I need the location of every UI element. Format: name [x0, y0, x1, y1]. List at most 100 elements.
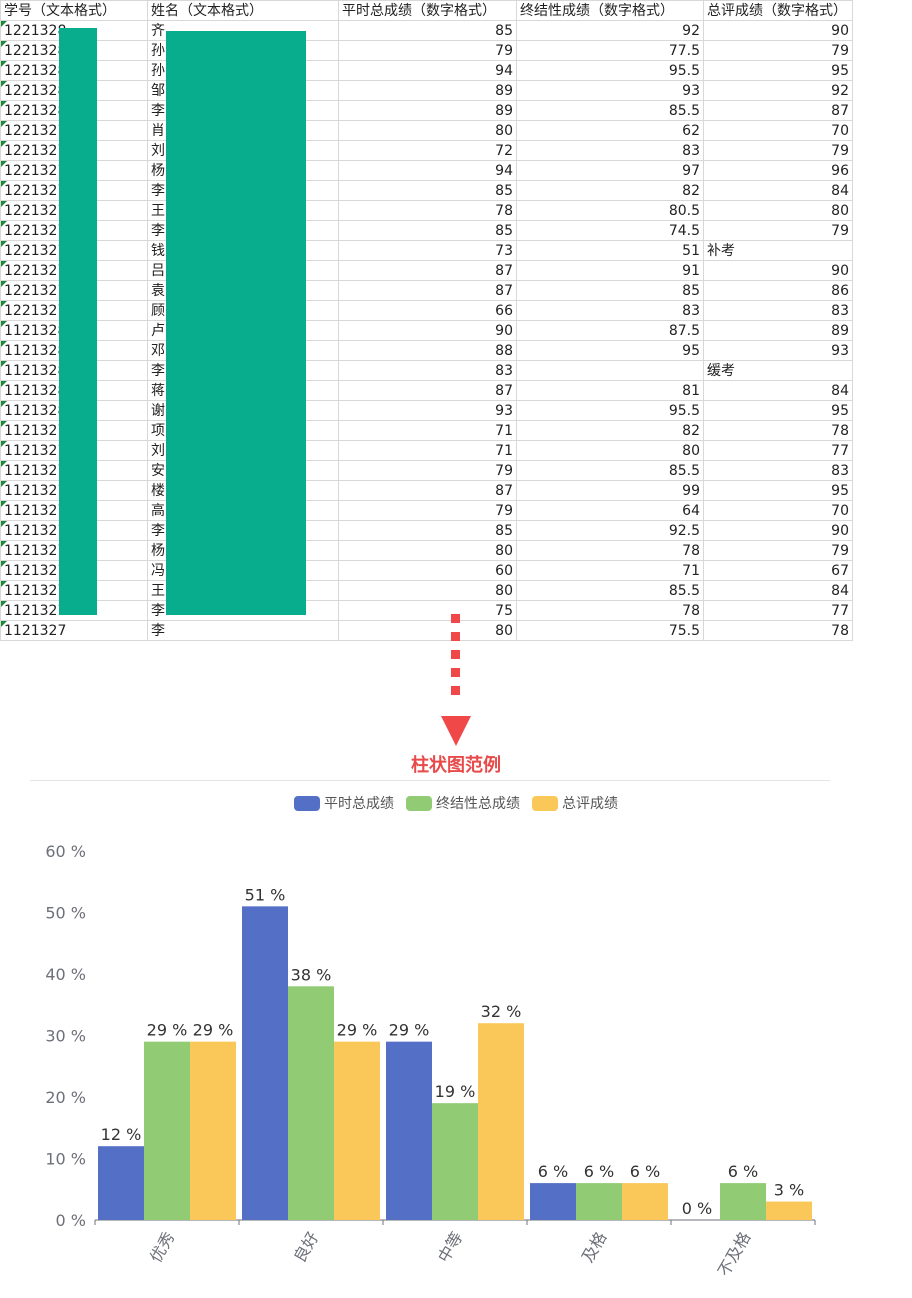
cell-usual-score[interactable]: 87	[338, 480, 517, 501]
cell-final-score[interactable]: 85.5	[516, 580, 704, 601]
cell-total-score[interactable]: 95	[703, 60, 853, 81]
cell-total-score[interactable]: 67	[703, 560, 853, 581]
cell-student-name[interactable]: 李	[147, 620, 339, 641]
cell-final-score[interactable]: 92	[516, 20, 704, 41]
cell-total-score[interactable]: 78	[703, 620, 853, 641]
cell-final-score[interactable]: 92.5	[516, 520, 704, 541]
cell-total-score[interactable]: 79	[703, 220, 853, 241]
header-name[interactable]: 姓名（文本格式）	[147, 0, 339, 21]
cell-total-score[interactable]: 93	[703, 340, 853, 361]
cell-usual-score[interactable]: 87	[338, 260, 517, 281]
cell-total-score[interactable]: 96	[703, 160, 853, 181]
cell-usual-score[interactable]: 85	[338, 220, 517, 241]
cell-total-score[interactable]: 79	[703, 140, 853, 161]
cell-total-score[interactable]: 84	[703, 580, 853, 601]
cell-student-id[interactable]: 1121327	[0, 620, 148, 641]
cell-total-score[interactable]: 87	[703, 100, 853, 121]
cell-usual-score[interactable]: 87	[338, 280, 517, 301]
cell-usual-score[interactable]: 80	[338, 620, 517, 641]
cell-final-score[interactable]: 99	[516, 480, 704, 501]
cell-usual-score[interactable]: 94	[338, 160, 517, 181]
cell-final-score[interactable]	[516, 360, 704, 381]
cell-total-score[interactable]: 70	[703, 120, 853, 141]
cell-final-score[interactable]: 87.5	[516, 320, 704, 341]
cell-usual-score[interactable]: 72	[338, 140, 517, 161]
cell-final-score[interactable]: 85.5	[516, 460, 704, 481]
cell-usual-score[interactable]: 79	[338, 460, 517, 481]
cell-final-score[interactable]: 80.5	[516, 200, 704, 221]
cell-total-score[interactable]: 83	[703, 300, 853, 321]
cell-final-score[interactable]: 95	[516, 340, 704, 361]
cell-final-score[interactable]: 85.5	[516, 100, 704, 121]
cell-total-score[interactable]: 77	[703, 440, 853, 461]
cell-usual-score[interactable]: 73	[338, 240, 517, 261]
cell-total-score[interactable]: 78	[703, 420, 853, 441]
cell-usual-score[interactable]: 85	[338, 520, 517, 541]
cell-final-score[interactable]: 91	[516, 260, 704, 281]
cell-final-score[interactable]: 81	[516, 380, 704, 401]
cell-final-score[interactable]: 51	[516, 240, 704, 261]
cell-usual-score[interactable]: 83	[338, 360, 517, 381]
cell-final-score[interactable]: 82	[516, 180, 704, 201]
cell-total-score[interactable]: 83	[703, 460, 853, 481]
cell-total-score[interactable]: 86	[703, 280, 853, 301]
cell-total-score[interactable]: 95	[703, 400, 853, 421]
legend-item[interactable]: 总评成绩	[532, 793, 618, 813]
cell-usual-score[interactable]: 71	[338, 440, 517, 461]
cell-usual-score[interactable]: 85	[338, 20, 517, 41]
cell-final-score[interactable]: 83	[516, 300, 704, 321]
cell-final-score[interactable]: 62	[516, 120, 704, 141]
cell-final-score[interactable]: 77.5	[516, 40, 704, 61]
cell-usual-score[interactable]: 80	[338, 540, 517, 561]
legend-item[interactable]: 终结性总成绩	[406, 793, 520, 813]
cell-final-score[interactable]: 95.5	[516, 60, 704, 81]
cell-final-score[interactable]: 85	[516, 280, 704, 301]
cell-final-score[interactable]: 74.5	[516, 220, 704, 241]
cell-total-score[interactable]: 补考	[703, 240, 853, 261]
cell-usual-score[interactable]: 94	[338, 60, 517, 81]
cell-final-score[interactable]: 75.5	[516, 620, 704, 641]
cell-final-score[interactable]: 71	[516, 560, 704, 581]
cell-total-score[interactable]: 77	[703, 600, 853, 621]
header-final-score[interactable]: 终结性成绩（数字格式）	[516, 0, 704, 21]
cell-final-score[interactable]: 78	[516, 540, 704, 561]
cell-total-score[interactable]: 89	[703, 320, 853, 341]
cell-final-score[interactable]: 93	[516, 80, 704, 101]
cell-total-score[interactable]: 79	[703, 40, 853, 61]
header-student-id[interactable]: 学号（文本格式）	[0, 0, 148, 21]
cell-usual-score[interactable]: 90	[338, 320, 517, 341]
cell-usual-score[interactable]: 93	[338, 400, 517, 421]
cell-total-score[interactable]: 缓考	[703, 360, 853, 381]
header-total-score[interactable]: 总评成绩（数字格式）	[703, 0, 853, 21]
cell-total-score[interactable]: 90	[703, 260, 853, 281]
cell-final-score[interactable]: 78	[516, 600, 704, 621]
cell-total-score[interactable]: 70	[703, 500, 853, 521]
cell-usual-score[interactable]: 79	[338, 40, 517, 61]
header-usual-score[interactable]: 平时总成绩（数字格式）	[338, 0, 517, 21]
cell-usual-score[interactable]: 88	[338, 340, 517, 361]
cell-usual-score[interactable]: 71	[338, 420, 517, 441]
cell-usual-score[interactable]: 79	[338, 500, 517, 521]
cell-usual-score[interactable]: 85	[338, 180, 517, 201]
cell-final-score[interactable]: 95.5	[516, 400, 704, 421]
cell-usual-score[interactable]: 60	[338, 560, 517, 581]
cell-total-score[interactable]: 84	[703, 380, 853, 401]
cell-total-score[interactable]: 92	[703, 80, 853, 101]
cell-usual-score[interactable]: 78	[338, 200, 517, 221]
cell-final-score[interactable]: 64	[516, 500, 704, 521]
cell-usual-score[interactable]: 80	[338, 580, 517, 601]
cell-total-score[interactable]: 95	[703, 480, 853, 501]
cell-total-score[interactable]: 84	[703, 180, 853, 201]
cell-usual-score[interactable]: 87	[338, 380, 517, 401]
cell-usual-score[interactable]: 66	[338, 300, 517, 321]
cell-total-score[interactable]: 79	[703, 540, 853, 561]
cell-final-score[interactable]: 83	[516, 140, 704, 161]
cell-usual-score[interactable]: 75	[338, 600, 517, 621]
cell-final-score[interactable]: 97	[516, 160, 704, 181]
cell-total-score[interactable]: 90	[703, 20, 853, 41]
legend-item[interactable]: 平时总成绩	[294, 793, 394, 813]
cell-final-score[interactable]: 80	[516, 440, 704, 461]
cell-total-score[interactable]: 80	[703, 200, 853, 221]
cell-total-score[interactable]: 90	[703, 520, 853, 541]
cell-usual-score[interactable]: 89	[338, 80, 517, 101]
